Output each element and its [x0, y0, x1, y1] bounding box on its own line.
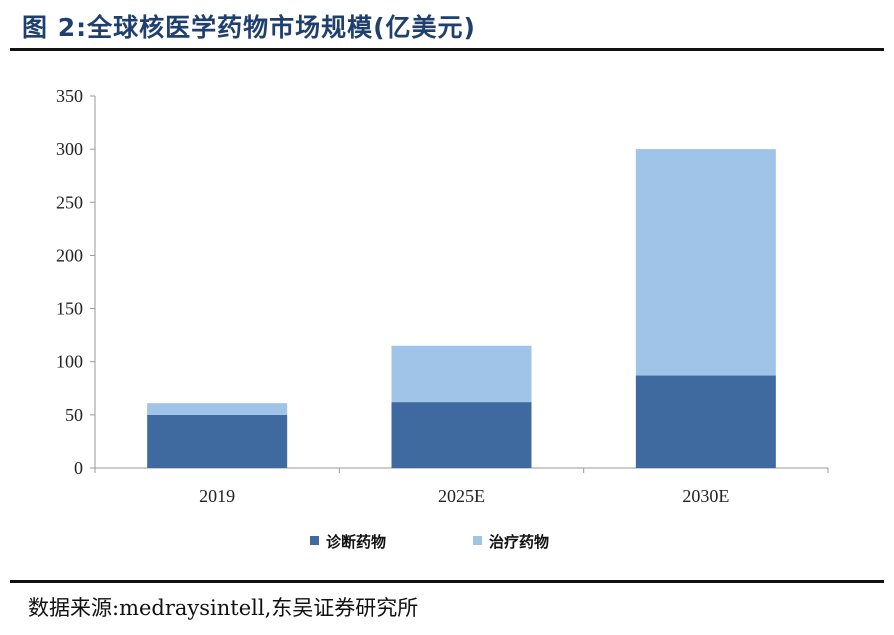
x-tick-label: 2025E — [438, 486, 485, 506]
y-tick-label: 0 — [74, 458, 83, 478]
bars — [147, 149, 776, 468]
top-rule — [10, 48, 884, 51]
legend-swatch — [473, 536, 482, 545]
y-tick-label: 350 — [56, 86, 83, 106]
source-note: 数据来源:medraysintell,东吴证券研究所 — [28, 596, 419, 620]
y-tick-label: 100 — [56, 352, 83, 372]
y-tick-label: 300 — [56, 139, 83, 159]
bar-diagnostic — [391, 402, 532, 468]
legend-label: 诊断药物 — [326, 533, 386, 551]
bar-therapeutic — [635, 149, 776, 376]
y-tick-label: 200 — [56, 245, 83, 265]
bar-diagnostic — [635, 375, 776, 468]
bar-chart: 0 50 100 150 200 250 300 350 2019 2025E 2030E 诊断药… — [56, 86, 829, 551]
legend-label: 治疗药物 — [489, 533, 549, 551]
y-tick-label: 150 — [56, 299, 83, 319]
bottom-rule — [10, 580, 884, 583]
x-axis: 2019 2025E 2030E — [94, 467, 829, 506]
y-axis: 0 50 100 150 200 250 300 350 — [56, 86, 96, 478]
x-tick-label: 2030E — [682, 486, 729, 506]
legend-swatch — [310, 536, 319, 545]
bar-diagnostic — [147, 414, 288, 468]
x-tick-label: 2019 — [199, 486, 235, 506]
legend: 诊断药物 治疗药物 — [310, 533, 549, 551]
bar-therapeutic — [147, 403, 288, 415]
bar-therapeutic — [391, 345, 532, 403]
y-tick-label: 50 — [65, 405, 83, 425]
y-tick-label: 250 — [56, 192, 83, 212]
figure-title: 图 2:全球核医学药物市场规模(亿美元) — [22, 13, 476, 42]
